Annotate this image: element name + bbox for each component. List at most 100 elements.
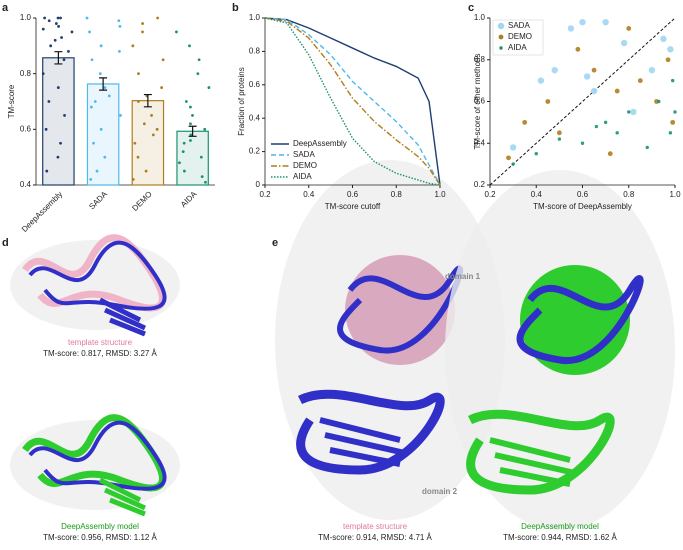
y-tick-label: 1.0 <box>20 13 32 22</box>
data-point <box>99 44 103 48</box>
y-tick-label: 0.2 <box>474 180 486 189</box>
y-tick-label: 0.6 <box>249 80 261 89</box>
data-point <box>59 141 62 145</box>
scatter-point <box>583 73 591 80</box>
y-tick-label: 1.0 <box>474 13 486 22</box>
x-axis-label: TM-score of DeepAssembly <box>533 202 632 211</box>
line <box>264 17 441 186</box>
data-point <box>90 58 94 62</box>
data-point <box>181 150 185 154</box>
scatter-point <box>670 119 676 125</box>
data-point <box>118 24 122 28</box>
data-point <box>196 72 200 76</box>
line <box>264 17 441 186</box>
data-point <box>188 44 191 48</box>
legend-label: DEMO <box>508 32 532 41</box>
error-bar <box>188 125 197 137</box>
data-point <box>99 127 103 131</box>
data-point <box>189 122 192 126</box>
x-tick-label: 0.2 <box>484 190 496 199</box>
x-tick-label: 0.4 <box>303 190 315 199</box>
scatter-point <box>667 46 674 53</box>
data-point <box>183 169 186 173</box>
data-point <box>47 19 51 23</box>
scores: TM-score: 0.944, RMSD: 1.62 Å <box>503 533 617 542</box>
protein-cartoon <box>445 170 675 530</box>
bar <box>176 130 209 186</box>
caption: template structure <box>68 338 133 347</box>
data-point <box>131 44 135 48</box>
x-tick-label: 1.0 <box>434 190 446 199</box>
data-point <box>63 114 66 117</box>
scatter-point <box>620 39 628 47</box>
bar <box>86 83 120 186</box>
legend-label: SADA <box>508 21 530 30</box>
scores: TM-score: 0.956, RMSD: 1.12 Å <box>43 533 157 542</box>
panel-label: d <box>2 237 9 249</box>
data-point <box>175 30 178 34</box>
scatter-point <box>668 131 673 135</box>
data-point <box>60 36 63 39</box>
y-axis-label: TM-score of other methods <box>473 53 482 149</box>
legend-label: DEMO <box>293 161 317 170</box>
scatter-point <box>665 57 671 63</box>
data-point <box>103 86 107 89</box>
y-tick-label: 0.4 <box>20 180 32 189</box>
scatter-point <box>545 99 551 104</box>
data-point <box>151 133 155 137</box>
scatter-point <box>511 162 515 166</box>
error-bar <box>99 77 108 91</box>
scatter-point <box>575 46 581 52</box>
data-point <box>89 178 93 181</box>
scatter-point <box>551 66 558 74</box>
data-point <box>207 86 211 89</box>
line <box>264 17 441 186</box>
scatter-point <box>607 151 613 157</box>
scatter-point <box>660 35 667 43</box>
data-point <box>150 114 153 117</box>
x-tick-label: AIDA <box>179 189 199 209</box>
data-point <box>44 127 48 131</box>
data-point <box>57 24 61 28</box>
data-point <box>155 127 159 131</box>
domain-label: domain 2 <box>422 487 458 496</box>
data-point <box>200 175 204 179</box>
data-point <box>41 72 45 76</box>
x-axis-label: TM-score cutoff <box>325 202 381 211</box>
panel-label: c <box>468 2 474 14</box>
data-point <box>49 44 53 48</box>
caption: DeepAssembly model <box>521 522 599 531</box>
y-axis-label: TM-score <box>7 84 16 118</box>
scatter-point <box>673 110 677 114</box>
y-tick-label: 0 <box>256 180 261 189</box>
line <box>264 17 441 186</box>
data-point <box>203 127 207 131</box>
data-point <box>133 141 137 145</box>
x-tick-label: SADA <box>87 189 109 211</box>
data-point <box>189 133 193 137</box>
data-point <box>137 72 140 76</box>
domain-label: domain 1 <box>445 272 481 281</box>
legend-label: DeepAssembly <box>293 139 347 148</box>
data-point <box>191 114 194 117</box>
scatter-point <box>637 78 643 84</box>
data-point <box>141 30 144 34</box>
legend-label: SADA <box>293 150 315 159</box>
caption: DeepAssembly model <box>61 522 139 531</box>
y-tick-label: 0.8 <box>249 47 261 56</box>
data-point <box>56 86 60 89</box>
y-axis-label: Fraction of proteins <box>237 67 246 135</box>
x-tick-label: 0.6 <box>347 190 359 199</box>
panel-label: e <box>272 237 278 249</box>
y-tick-label: 0.8 <box>474 55 486 64</box>
data-point <box>107 94 111 98</box>
data-point <box>53 38 57 42</box>
scatter-point <box>657 99 661 104</box>
y-tick-label: 0.4 <box>474 138 486 147</box>
scores: TM-score: 0.914, RMSD: 4.71 Å <box>318 533 432 542</box>
x-tick-label: 0.8 <box>623 190 635 199</box>
x-tick-label: 0.4 <box>531 190 543 199</box>
bar <box>131 100 165 186</box>
data-point <box>184 100 188 103</box>
data-point <box>118 50 121 53</box>
